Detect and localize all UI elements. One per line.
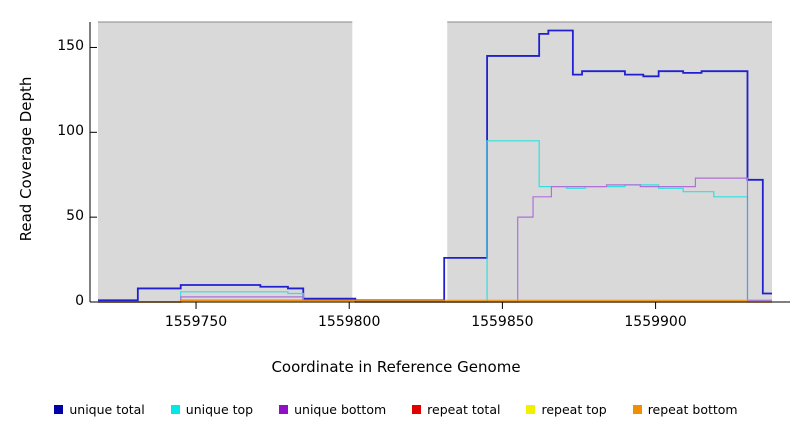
series-line-unique-total (98, 29, 772, 302)
legend-label: repeat total (427, 401, 501, 417)
legend-item-repeat-top[interactable]: repeat top (526, 401, 607, 417)
series-line-unique-bottom (98, 177, 772, 303)
legend-item-unique-top[interactable]: unique top (170, 401, 254, 417)
legend-swatch-icon (526, 404, 536, 414)
legend-item-unique-bottom[interactable]: unique bottom (279, 402, 386, 417)
legend-item-repeat-total[interactable]: repeat total (412, 402, 500, 417)
legend-swatch-icon (170, 404, 180, 414)
shaded-region (447, 22, 772, 302)
legend-item-unique-total[interactable]: unique total (54, 401, 145, 417)
legend-label: repeat top (541, 401, 607, 417)
y-tick-label-150: 150 (57, 38, 84, 55)
legend-label: unique total (69, 401, 145, 417)
legend-swatch-icon (54, 404, 64, 414)
y-tick-label-100: 100 (57, 123, 84, 140)
legend-swatch-icon (279, 404, 289, 414)
x-tick-label-1559900: 1559900 (624, 314, 687, 330)
y-tick-label-50: 50 (66, 208, 84, 225)
shaded-region (98, 22, 353, 302)
y-tick-label-0: 0 (75, 293, 84, 309)
legend-label: unique bottom (294, 401, 387, 417)
legend-swatch-icon (632, 404, 642, 414)
legend-item-repeat-bottom[interactable]: repeat bottom (632, 401, 738, 417)
x-axis-label: Coordinate in Reference Genome (271, 358, 521, 376)
x-tick-label-1559750: 1559750 (164, 314, 228, 330)
legend-label: unique top (185, 401, 254, 417)
x-tick-label-1559800: 1559800 (318, 314, 381, 330)
chart-legend: unique total unique top unique bottom repea… (0, 398, 792, 420)
legend-swatch-icon (412, 404, 422, 414)
legend-label: repeat bottom (647, 401, 738, 417)
x-tick-label-1559850: 1559850 (471, 314, 534, 330)
